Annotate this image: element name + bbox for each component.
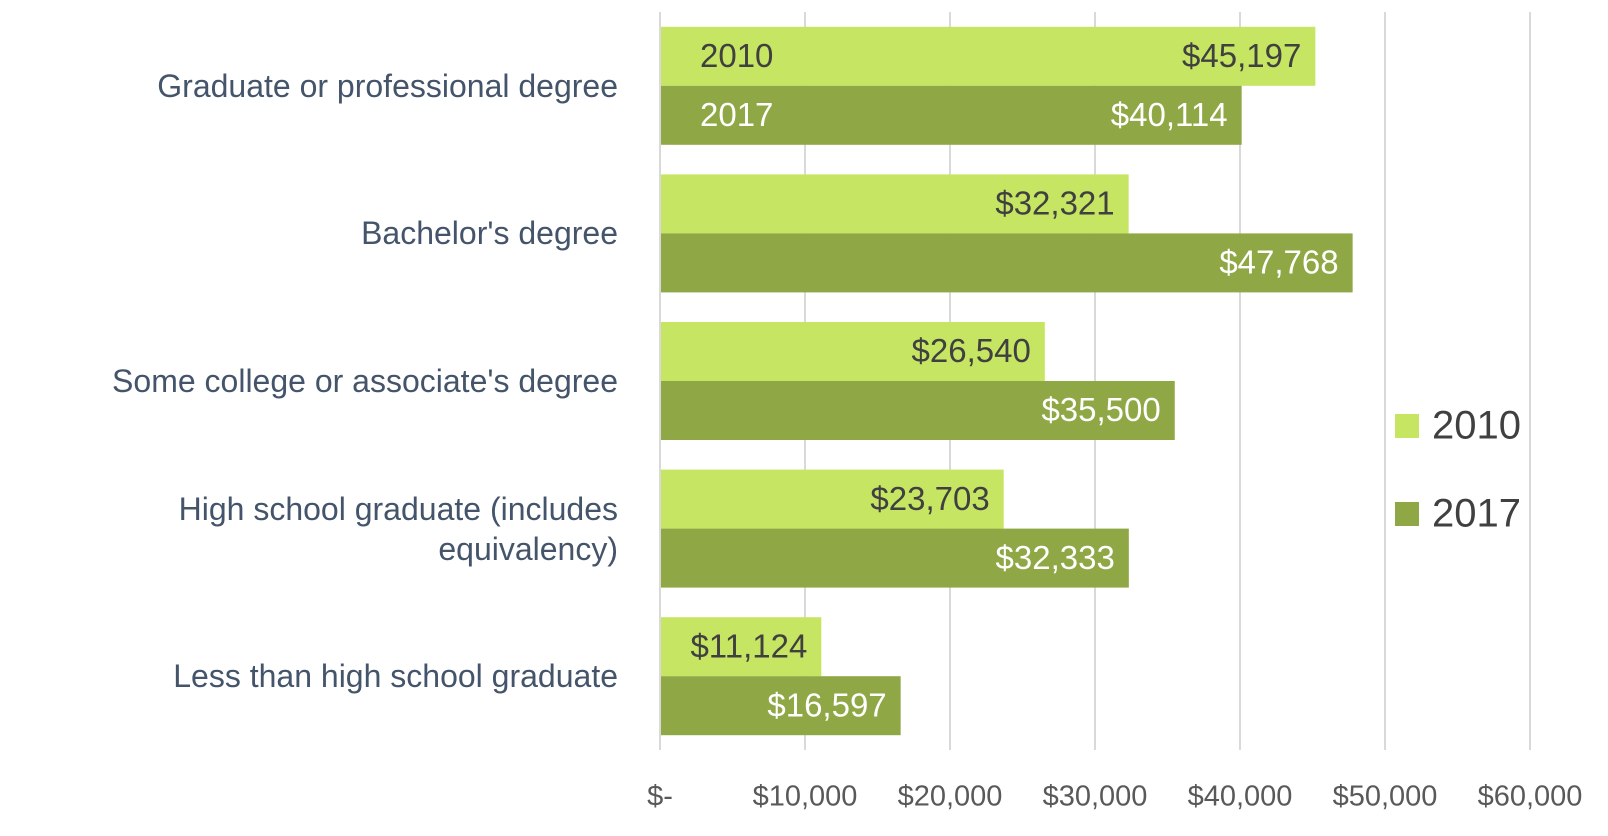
data-label: $23,703 (870, 480, 989, 517)
bar (660, 528, 1129, 588)
x-tick-label: $30,000 (1043, 781, 1148, 813)
category-label: Bachelor's degree (0, 160, 618, 308)
series-label: 2010 (700, 37, 773, 74)
category-text: Less than high school graduate (173, 658, 618, 695)
data-label: $45,197 (1182, 37, 1301, 74)
x-tick-label: $50,000 (1333, 781, 1438, 813)
data-label: $16,597 (767, 686, 886, 723)
bar (660, 617, 822, 677)
data-label: $47,768 (1219, 244, 1338, 281)
legend-swatch (1395, 502, 1419, 526)
category-text: Graduate or professional degree (157, 67, 618, 104)
data-label: $40,114 (1111, 96, 1228, 133)
category-label: Some college or associate's degree (0, 307, 618, 455)
category-text: Some college or associate's degree (112, 362, 618, 399)
data-label: $26,540 (912, 332, 1031, 369)
data-label: $32,321 (995, 185, 1114, 222)
bar (660, 381, 1175, 440)
x-tick-label: $20,000 (898, 781, 1003, 813)
bar (660, 174, 1129, 234)
x-tick-label: $40,000 (1188, 781, 1293, 813)
bar (660, 322, 1045, 381)
legend-label: 2017 (1432, 492, 1521, 536)
x-tick-label: $60,000 (1478, 781, 1583, 813)
bar (660, 85, 1242, 145)
category-label: Graduate or professional degree (0, 12, 618, 160)
bar (660, 233, 1353, 293)
bar (660, 676, 901, 736)
category-label: High school graduate (includes equivalen… (0, 455, 618, 603)
bar (660, 26, 1316, 86)
category-label: Less than high school graduate (0, 602, 618, 750)
data-label: $35,500 (1041, 391, 1160, 428)
series-label: 2017 (700, 96, 773, 133)
bar (660, 469, 1004, 529)
x-tick-label: $- (647, 781, 673, 813)
x-tick-label: $10,000 (753, 781, 858, 813)
legend-label: 2010 (1432, 404, 1521, 448)
data-label: $11,124 (690, 627, 807, 664)
legend-swatch (1395, 414, 1419, 438)
category-text: Bachelor's degree (361, 215, 618, 252)
data-label: $32,333 (996, 539, 1115, 576)
category-text: High school graduate (includes equivalen… (178, 490, 618, 567)
